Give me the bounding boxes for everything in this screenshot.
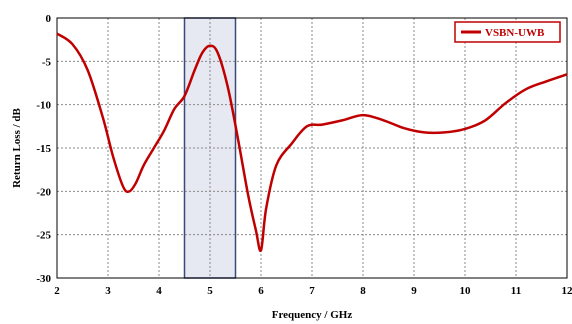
legend: VSBN-UWB	[454, 21, 561, 43]
y-tick-label: -10	[36, 100, 51, 112]
y-tick-label: -15	[36, 143, 51, 155]
legend-box	[454, 21, 561, 43]
y-tick-label: -30	[36, 273, 51, 285]
x-tick-label: 12	[562, 285, 572, 297]
x-tick-label: 10	[460, 285, 472, 297]
y-tick-label: -25	[36, 230, 51, 242]
y-tick-label: 0	[46, 13, 52, 25]
x-tick-label: 2	[54, 285, 60, 297]
y-tick-label: -5	[42, 56, 52, 68]
x-tick-label: 5	[207, 285, 213, 297]
x-tick-label: 3	[105, 285, 111, 297]
x-tick-label: 6	[258, 285, 264, 297]
x-tick-label: 8	[360, 285, 366, 297]
x-axis-title: Frequency / GHz	[272, 309, 353, 321]
x-tick-label: 11	[511, 285, 521, 297]
plot-area-frame	[56, 17, 568, 279]
x-tick-label: 9	[411, 285, 417, 297]
x-tick-label: 7	[309, 285, 315, 297]
y-axis-title: Return Loss / dB	[11, 107, 23, 187]
legend-label: VSBN-UWB	[485, 27, 545, 39]
y-tick-label: -20	[36, 186, 51, 198]
x-tick-label: 4	[156, 285, 162, 297]
series-line-vsbn-uwb	[56, 32, 568, 253]
